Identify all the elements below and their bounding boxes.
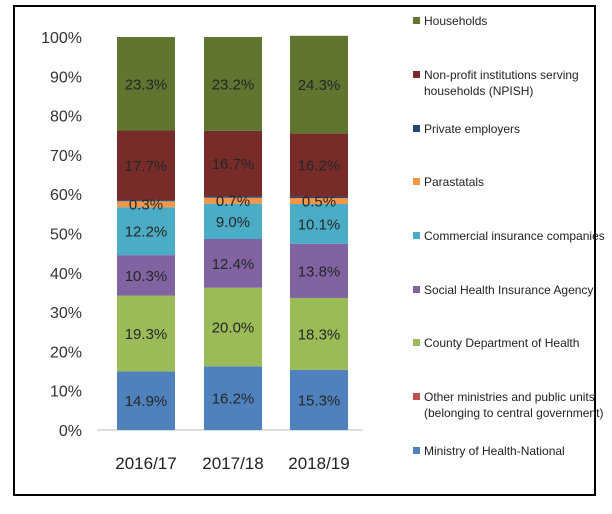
legend-label: Households	[424, 14, 488, 28]
data-label: 19.3%	[125, 326, 168, 343]
legend-label: Private employers	[424, 122, 521, 136]
bar-segment	[290, 297, 348, 370]
x-tick-label: 2018/19	[288, 454, 349, 473]
data-label: 10.1%	[298, 216, 341, 233]
data-label: 24.3%	[298, 77, 341, 94]
data-label: 17.7%	[125, 158, 168, 175]
legend-label: County Department of Health	[424, 336, 580, 350]
bar-segment	[204, 196, 262, 198]
legend-label: Non-profit institutions serving househol…	[424, 68, 579, 98]
y-axis-tick-labels: 0% 10% 20% 30% 40% 50% 60% 70% 80% 90% 100%	[41, 30, 82, 440]
legend-swatch	[413, 286, 420, 293]
bar-segment	[290, 133, 348, 197]
data-label: 14.9%	[125, 393, 168, 410]
y-tick-label: 90%	[50, 69, 82, 86]
data-label: 15.3%	[298, 392, 341, 409]
bar-segment	[290, 35, 348, 134]
y-tick-label: 100%	[41, 30, 82, 47]
data-label: 10.3%	[125, 268, 168, 285]
y-tick-label: 30%	[50, 305, 82, 322]
bar-segment	[204, 239, 262, 288]
bar-segment	[117, 130, 175, 201]
x-tick-label: 2017/18	[202, 454, 263, 473]
bar-segment	[204, 203, 262, 240]
data-label: 12.4%	[212, 256, 255, 273]
bar-stack-layer	[117, 35, 348, 430]
data-label: 23.3%	[125, 76, 168, 93]
data-label: 18.3%	[298, 326, 341, 343]
legend-swatch	[413, 17, 420, 24]
bar-segment	[117, 37, 175, 131]
legend-swatch	[413, 232, 420, 239]
x-axis-tick-labels: 2016/17 2017/18 2018/19	[115, 454, 349, 473]
x-tick-label: 2016/17	[115, 454, 176, 473]
legend-label: Other ministries and public units (belon…	[424, 390, 604, 420]
y-tick-label: 0%	[59, 423, 82, 440]
data-label: 16.2%	[298, 158, 341, 175]
data-label: 0.5%	[302, 194, 336, 211]
legend-swatch	[413, 71, 420, 78]
data-label: 12.2%	[125, 224, 168, 241]
bar-segment	[117, 295, 175, 372]
bar-segment	[117, 207, 175, 256]
data-label: 0.7%	[216, 193, 250, 210]
bar-segment	[290, 369, 348, 430]
bar-segment	[204, 287, 262, 367]
y-tick-label: 20%	[50, 344, 82, 361]
bar-segment	[117, 200, 175, 202]
legend-swatch	[413, 339, 420, 346]
legend-label: Parastatals	[424, 175, 485, 189]
bar-segment	[117, 255, 175, 296]
bar-segment	[117, 371, 175, 430]
data-label: 20.0%	[212, 320, 255, 337]
bar-segment	[204, 37, 262, 131]
bar-segment	[290, 196, 348, 199]
bar-segment	[117, 201, 175, 208]
bar-segment	[290, 204, 348, 244]
data-label: 16.2%	[212, 391, 255, 408]
bar-segment	[290, 243, 348, 298]
legend-label: Social Health Insurance Agency	[424, 283, 594, 297]
data-label: 0.3%	[129, 197, 163, 214]
legend-label: Ministry of Health-National	[424, 444, 565, 458]
data-label: 9.0%	[216, 214, 250, 231]
bar-segment	[290, 198, 348, 205]
bar-segment	[204, 130, 262, 197]
data-label: 23.2%	[212, 76, 255, 93]
legend-swatch	[413, 125, 420, 132]
legend: Households Non-profit institutions servin…	[413, 7, 612, 477]
y-tick-label: 50%	[50, 227, 82, 244]
y-tick-label: 80%	[50, 109, 82, 126]
legend-swatch	[413, 447, 420, 454]
bar-segment	[204, 197, 262, 204]
y-tick-label: 10%	[50, 384, 82, 401]
y-tick-label: 60%	[50, 187, 82, 204]
data-label: 13.8%	[298, 263, 341, 280]
data-label: 16.7%	[212, 156, 255, 173]
y-tick-label: 40%	[50, 266, 82, 283]
stacked-bar-chart: 0%10%20%30%40%50%60%70%80%90%100% 14.9%1…	[41, 30, 363, 473]
bar-segment	[204, 366, 262, 430]
legend-swatch	[413, 178, 420, 185]
data-label-layer: 14.9% 19.3% 10.3% 12.2% 0.3% 17.7% 23.3% 16.2% 2…	[125, 76, 341, 410]
chart-frame: 0% 10% 20% 30% 40% 50% 60% 70% 80% 90% 100% 14.9% 1…	[13, 5, 605, 496]
y-tick-label: 70%	[50, 148, 82, 165]
legend-label: Commercial insurance companies	[424, 229, 605, 243]
legend-swatch	[413, 393, 420, 400]
